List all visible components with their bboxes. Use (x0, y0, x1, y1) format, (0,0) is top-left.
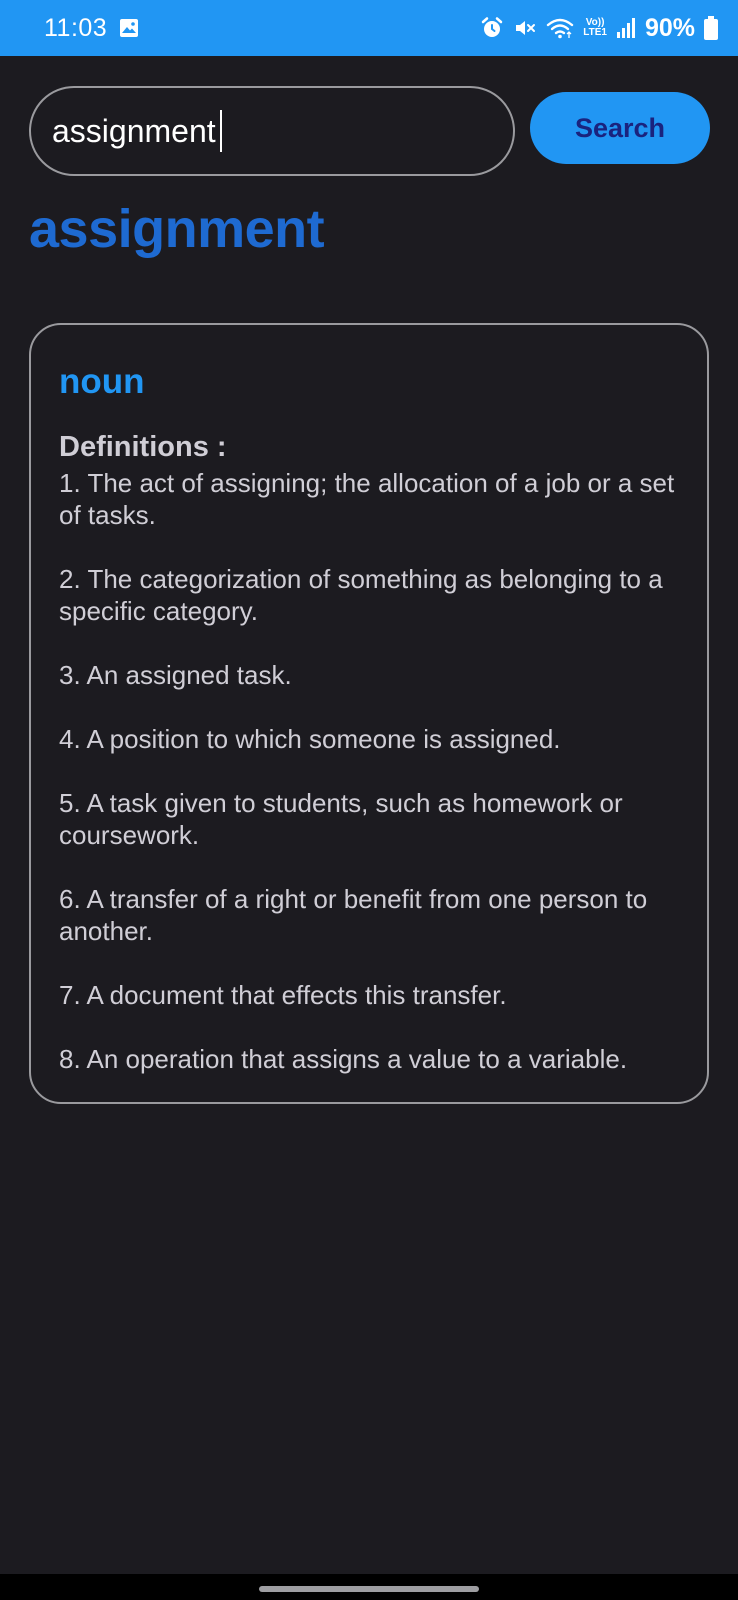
status-time: 11:03 (44, 13, 108, 42)
meaning-card: noun Definitions : 1. The act of assigni… (29, 323, 709, 1104)
wifi-icon (546, 16, 574, 40)
definition-item: 4. A position to which someone is assign… (59, 724, 561, 754)
battery-icon (704, 16, 718, 40)
search-input-value: assignment (52, 112, 216, 149)
definition-item: 5. A task given to students, such as hom… (59, 788, 623, 850)
volte-indicator: Vo)) LTE1 (583, 18, 607, 38)
status-bar-right: Vo)) LTE1 90% (480, 14, 718, 43)
definition-item: 1. The act of assigning; the allocation … (59, 468, 675, 530)
part-of-speech: noun (59, 362, 145, 401)
home-gesture-handle[interactable] (259, 1586, 479, 1592)
gallery-icon (119, 18, 139, 38)
text-cursor (219, 110, 222, 152)
search-input[interactable]: assignment (29, 86, 515, 176)
mute-icon (513, 16, 537, 40)
lte-label: LTE1 (583, 27, 607, 38)
volte-label: Vo)) (585, 17, 605, 28)
definition-item: 8. An operation that assigns a value to … (59, 1044, 628, 1074)
definition-item: 6. A transfer of a right or benefit from… (59, 884, 648, 946)
definition-item: 7. A document that effects this transfer… (59, 980, 507, 1010)
battery-percentage: 90% (644, 13, 695, 42)
alarm-icon (480, 16, 504, 40)
definitions-heading: Definitions : (59, 431, 227, 463)
status-bar-left: 11:03 (44, 14, 139, 43)
definitions-list: 1. The act of assigning; the allocation … (59, 467, 679, 1075)
definition-item: 3. An assigned task. (59, 660, 292, 690)
signal-icon (616, 17, 636, 39)
search-button[interactable]: Search (530, 92, 710, 164)
status-bar: 11:03 (0, 0, 738, 56)
word-title: assignment (29, 199, 325, 259)
definition-item: 2. The categorization of something as be… (59, 564, 663, 626)
system-navigation-bar (0, 1574, 738, 1600)
